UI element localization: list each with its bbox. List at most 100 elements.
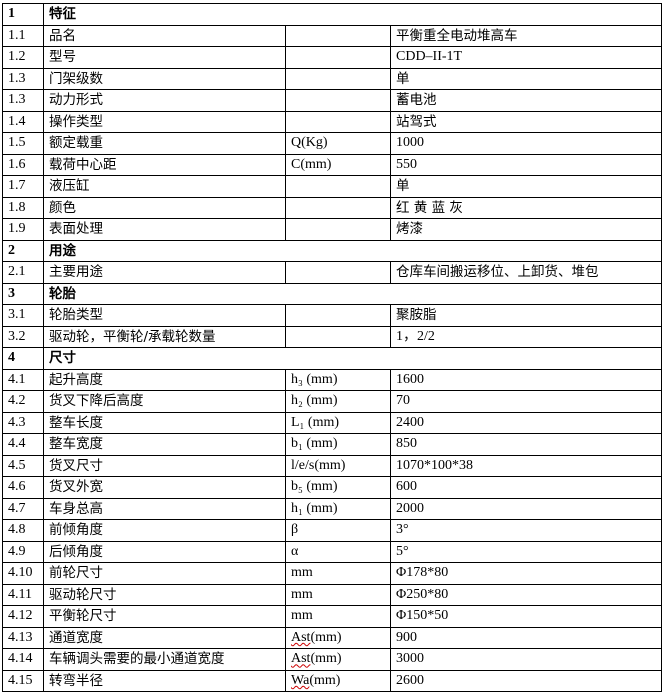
- item-number: 1.3: [2, 89, 44, 112]
- item-value: 聚胺脂: [390, 304, 662, 327]
- item-unit: Ast(mm): [285, 626, 391, 649]
- table-row: 1.7 液压缸 单: [2, 175, 662, 198]
- table-row: 4.2 货叉下降后高度 h₂ (mm) 70: [2, 390, 662, 413]
- item-value: 3°: [390, 519, 662, 542]
- section-row: 3 轮胎: [2, 282, 662, 305]
- item-value: 550: [390, 153, 662, 176]
- item-name: 门架级数: [43, 67, 286, 90]
- item-number: 4.4: [2, 433, 44, 456]
- item-unit: [285, 325, 391, 348]
- item-number: 2.1: [2, 261, 44, 284]
- item-unit: h₁ (mm): [285, 497, 391, 520]
- item-number: 4.12: [2, 605, 44, 628]
- item-unit: [285, 46, 391, 69]
- item-value: 烤漆: [390, 218, 662, 241]
- item-number: 4.6: [2, 476, 44, 499]
- section-number: 3: [2, 282, 44, 305]
- item-unit: [285, 24, 391, 47]
- item-unit: b₅ (mm): [285, 476, 391, 499]
- item-name: 驱动轮尺寸: [43, 583, 286, 606]
- item-number: 4.8: [2, 519, 44, 542]
- item-value: CDD–II-1T: [390, 46, 662, 69]
- table-row: 2.1 主要用途 仓库车间搬运移位、上卸货、堆包: [2, 261, 662, 284]
- item-number: 3.2: [2, 325, 44, 348]
- item-value: Φ250*80: [390, 583, 662, 606]
- item-name: 整车长度: [43, 411, 286, 434]
- item-name: 前轮尺寸: [43, 562, 286, 585]
- table-row: 4.1 起升高度 h₃ (mm) 1600: [2, 368, 662, 391]
- section-row: 1 特征: [2, 3, 662, 26]
- item-unit: mm: [285, 605, 391, 628]
- table-row: 4.5 货叉尺寸 l/e/s(mm) 1070*100*38: [2, 454, 662, 477]
- item-value: 600: [390, 476, 662, 499]
- spellcheck-underline: Ast: [291, 629, 311, 645]
- item-number: 4.3: [2, 411, 44, 434]
- item-value: 2000: [390, 497, 662, 520]
- section-number: 4: [2, 347, 44, 370]
- table-row: 3.1 轮胎类型 聚胺脂: [2, 304, 662, 327]
- item-unit: α: [285, 540, 391, 563]
- item-unit: [285, 110, 391, 133]
- table-row: 1.4 操作类型 站驾式: [2, 110, 662, 133]
- item-value: 2400: [390, 411, 662, 434]
- section-number: 1: [2, 3, 44, 26]
- item-name: 转弯半径: [43, 669, 286, 692]
- item-number: 4.5: [2, 454, 44, 477]
- item-number: 1.9: [2, 218, 44, 241]
- table-row: 1.2 型号 CDD–II-1T: [2, 46, 662, 69]
- item-number: 4.13: [2, 626, 44, 649]
- item-name: 车身总高: [43, 497, 286, 520]
- item-unit: [285, 196, 391, 219]
- table-row: 4.9 后倾角度 α 5°: [2, 540, 662, 563]
- item-value: 1，2/2: [390, 325, 662, 348]
- item-name: 起升高度: [43, 368, 286, 391]
- item-value: 单: [390, 67, 662, 90]
- item-name: 液压缸: [43, 175, 286, 198]
- table-row: 4.11 驱动轮尺寸 mm Φ250*80: [2, 583, 662, 606]
- item-number: 1.8: [2, 196, 44, 219]
- item-value: 仓库车间搬运移位、上卸货、堆包: [390, 261, 662, 284]
- table-row: 4.10 前轮尺寸 mm Φ178*80: [2, 562, 662, 585]
- item-value: 红 黄 蓝 灰: [390, 196, 662, 219]
- item-value: Φ150*50: [390, 605, 662, 628]
- table-row: 1.6 载荷中心距 C(mm) 550: [2, 153, 662, 176]
- item-name: 型号: [43, 46, 286, 69]
- item-number: 1.1: [2, 24, 44, 47]
- item-name: 载荷中心距: [43, 153, 286, 176]
- item-unit: mm: [285, 562, 391, 585]
- section-row: 4 尺寸: [2, 347, 662, 370]
- item-number: 4.15: [2, 669, 44, 692]
- table-row: 1.8 颜色 红 黄 蓝 灰: [2, 196, 662, 219]
- item-name: 货叉外宽: [43, 476, 286, 499]
- section-title: 尺寸: [43, 347, 662, 370]
- item-unit: [285, 218, 391, 241]
- item-value: 850: [390, 433, 662, 456]
- item-unit: h₃ (mm): [285, 368, 391, 391]
- item-number: 4.10: [2, 562, 44, 585]
- item-unit: mm: [285, 583, 391, 606]
- item-number: 1.5: [2, 132, 44, 155]
- item-value: 3000: [390, 648, 662, 671]
- item-name: 驱动轮，平衡轮/承载轮数量: [43, 325, 286, 348]
- item-value: 单: [390, 175, 662, 198]
- table-row: 4.4 整车宽度 b₁ (mm) 850: [2, 433, 662, 456]
- item-name: 货叉下降后高度: [43, 390, 286, 413]
- item-name: 额定载重: [43, 132, 286, 155]
- item-value: 900: [390, 626, 662, 649]
- item-number: 4.14: [2, 648, 44, 671]
- table-row: 4.6 货叉外宽 b₅ (mm) 600: [2, 476, 662, 499]
- item-unit: [285, 261, 391, 284]
- table-row: 4.8 前倾角度 β 3°: [2, 519, 662, 542]
- item-number: 1.2: [2, 46, 44, 69]
- table-row: 3.2 驱动轮，平衡轮/承载轮数量 1，2/2: [2, 325, 662, 348]
- item-number: 1.4: [2, 110, 44, 133]
- item-unit: l/e/s(mm): [285, 454, 391, 477]
- item-unit: [285, 89, 391, 112]
- item-value: 1000: [390, 132, 662, 155]
- item-unit: [285, 304, 391, 327]
- item-unit: h₂ (mm): [285, 390, 391, 413]
- item-name: 货叉尺寸: [43, 454, 286, 477]
- item-name: 动力形式: [43, 89, 286, 112]
- section-number: 2: [2, 239, 44, 262]
- item-unit: b₁ (mm): [285, 433, 391, 456]
